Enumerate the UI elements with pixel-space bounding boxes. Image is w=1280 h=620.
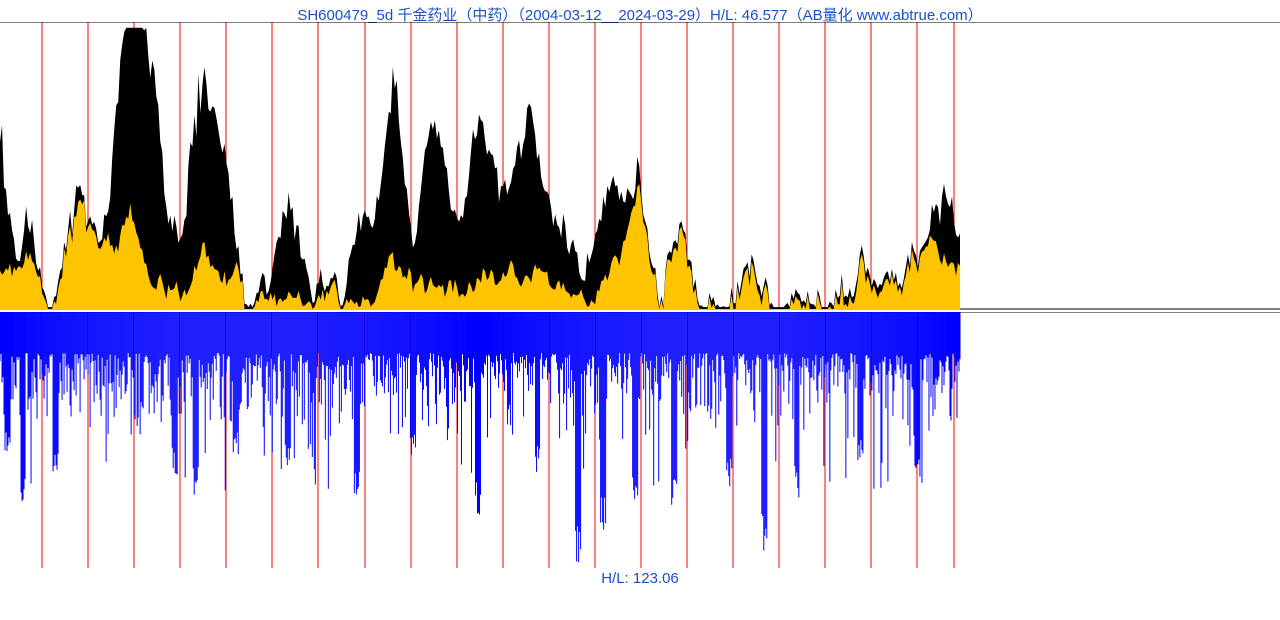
chart-footer: H/L: 123.06: [0, 570, 1280, 587]
top-panel: [0, 22, 1280, 310]
stock-chart: SH600479_5d 千金药业（中药）（2004-03-12__2024-03…: [0, 0, 1280, 620]
bottom-panel: [0, 312, 1280, 568]
